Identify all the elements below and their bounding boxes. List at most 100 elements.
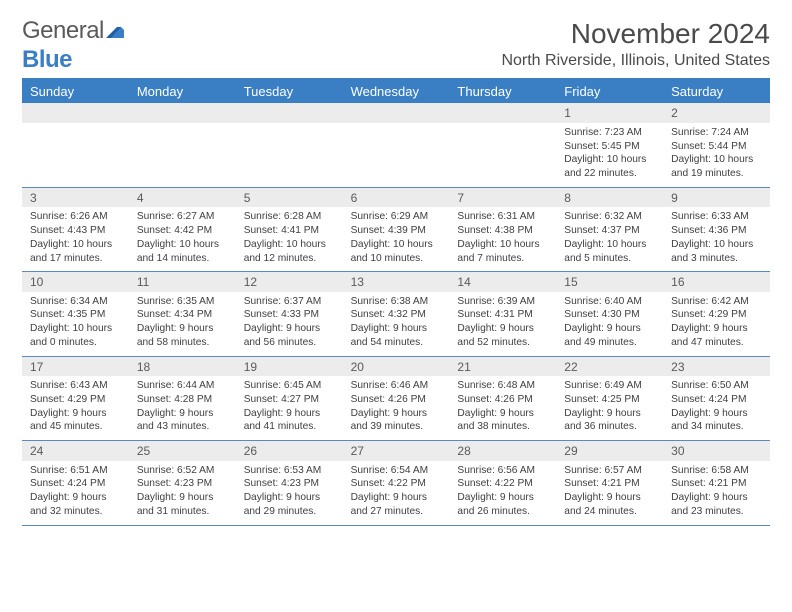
day-details: Sunrise: 6:40 AMSunset: 4:30 PMDaylight:… — [556, 292, 663, 356]
daylight-text: Daylight: 9 hours and 24 minutes. — [564, 491, 655, 519]
day-number — [343, 103, 450, 122]
calendar-cell — [236, 103, 343, 186]
day-details: Sunrise: 6:32 AMSunset: 4:37 PMDaylight:… — [556, 207, 663, 271]
day-details: Sunrise: 6:38 AMSunset: 4:32 PMDaylight:… — [343, 292, 450, 356]
location-text: North Riverside, Illinois, United States — [501, 52, 770, 70]
calendar: Sunday Monday Tuesday Wednesday Thursday… — [22, 78, 770, 525]
daylight-text: Daylight: 9 hours and 52 minutes. — [457, 322, 548, 350]
calendar-cell: 29Sunrise: 6:57 AMSunset: 4:21 PMDayligh… — [556, 441, 663, 524]
daylight-text: Daylight: 10 hours and 3 minutes. — [671, 238, 762, 266]
sunset-text: Sunset: 4:37 PM — [564, 224, 655, 238]
daylight-text: Daylight: 9 hours and 38 minutes. — [457, 407, 548, 435]
sunrise-text: Sunrise: 6:31 AM — [457, 210, 548, 224]
day-details — [129, 123, 236, 132]
sunset-text: Sunset: 4:25 PM — [564, 393, 655, 407]
sunrise-text: Sunrise: 6:43 AM — [30, 379, 121, 393]
day-number: 10 — [22, 272, 129, 291]
calendar-cell: 23Sunrise: 6:50 AMSunset: 4:24 PMDayligh… — [663, 357, 770, 440]
day-details: Sunrise: 6:52 AMSunset: 4:23 PMDaylight:… — [129, 461, 236, 525]
calendar-cell: 26Sunrise: 6:53 AMSunset: 4:23 PMDayligh… — [236, 441, 343, 524]
weekday-label: Tuesday — [236, 80, 343, 103]
day-number: 19 — [236, 357, 343, 376]
calendar-cell — [129, 103, 236, 186]
calendar-cell: 21 Sunrise: 6:48 AMSunset: 4:26 PMDayligh… — [449, 357, 556, 440]
day-number: 28 — [449, 441, 556, 460]
sunrise-text: Sunrise: 6:50 AM — [671, 379, 762, 393]
daylight-text: Daylight: 9 hours and 29 minutes. — [244, 491, 335, 519]
calendar-cell — [343, 103, 450, 186]
day-number: 11 — [129, 272, 236, 291]
calendar-cell: 7Sunrise: 6:31 AMSunset: 4:38 PMDaylight… — [449, 188, 556, 271]
sunset-text: Sunset: 4:26 PM — [457, 393, 548, 407]
sunrise-text: Sunrise: 6:40 AM — [564, 295, 655, 309]
sunset-text: Sunset: 4:41 PM — [244, 224, 335, 238]
day-number: 26 — [236, 441, 343, 460]
sunset-text: Sunset: 4:32 PM — [351, 308, 442, 322]
daylight-text: Daylight: 9 hours and 36 minutes. — [564, 407, 655, 435]
day-details: Sunrise: 6:49 AMSunset: 4:25 PMDaylight:… — [556, 376, 663, 440]
sunrise-text: Sunrise: 6:32 AM — [564, 210, 655, 224]
weekday-label: Sunday — [22, 80, 129, 103]
daylight-text: Daylight: 9 hours and 27 minutes. — [351, 491, 442, 519]
sunrise-text: Sunrise: 6:38 AM — [351, 295, 442, 309]
sunset-text: Sunset: 5:45 PM — [564, 140, 655, 154]
calendar-cell: 25Sunrise: 6:52 AMSunset: 4:23 PMDayligh… — [129, 441, 236, 524]
sunset-text: Sunset: 4:22 PM — [351, 477, 442, 491]
sunset-text: Sunset: 4:30 PM — [564, 308, 655, 322]
day-details — [449, 123, 556, 132]
day-number — [22, 103, 129, 122]
sunrise-text: Sunrise: 6:51 AM — [30, 464, 121, 478]
daylight-text: Daylight: 9 hours and 39 minutes. — [351, 407, 442, 435]
calendar-cell — [22, 103, 129, 186]
daylight-text: Daylight: 10 hours and 22 minutes. — [564, 153, 655, 181]
calendar-cell — [449, 103, 556, 186]
day-details: Sunrise: 6:46 AMSunset: 4:26 PMDaylight:… — [343, 376, 450, 440]
day-details: Sunrise: 6:53 AMSunset: 4:23 PMDaylight:… — [236, 461, 343, 525]
calendar-week: 3Sunrise: 6:26 AMSunset: 4:43 PMDaylight… — [22, 188, 770, 272]
daylight-text: Daylight: 9 hours and 43 minutes. — [137, 407, 228, 435]
daylight-text: Daylight: 10 hours and 0 minutes. — [30, 322, 121, 350]
day-details: Sunrise: 6:51 AMSunset: 4:24 PMDaylight:… — [22, 461, 129, 525]
day-number: 13 — [343, 272, 450, 291]
day-number: 7 — [449, 188, 556, 207]
daylight-text: Daylight: 9 hours and 23 minutes. — [671, 491, 762, 519]
calendar-cell: 18Sunrise: 6:44 AMSunset: 4:28 PMDayligh… — [129, 357, 236, 440]
day-number: 22 — [556, 357, 663, 376]
daylight-text: Daylight: 9 hours and 34 minutes. — [671, 407, 762, 435]
day-details: Sunrise: 6:43 AMSunset: 4:29 PMDaylight:… — [22, 376, 129, 440]
day-number: 24 — [22, 441, 129, 460]
day-number — [129, 103, 236, 122]
day-number: 8 — [556, 188, 663, 207]
calendar-cell: 15Sunrise: 6:40 AMSunset: 4:30 PMDayligh… — [556, 272, 663, 355]
day-details: Sunrise: 6:54 AMSunset: 4:22 PMDaylight:… — [343, 461, 450, 525]
day-details: Sunrise: 6:39 AMSunset: 4:31 PMDaylight:… — [449, 292, 556, 356]
sunrise-text: Sunrise: 6:27 AM — [137, 210, 228, 224]
logo-word1: General — [22, 17, 104, 44]
sunrise-text: Sunrise: 6:29 AM — [351, 210, 442, 224]
sunset-text: Sunset: 4:43 PM — [30, 224, 121, 238]
sunset-text: Sunset: 4:24 PM — [30, 477, 121, 491]
daylight-text: Daylight: 10 hours and 17 minutes. — [30, 238, 121, 266]
day-number: 15 — [556, 272, 663, 291]
calendar-week: 17Sunrise: 6:43 AMSunset: 4:29 PMDayligh… — [22, 357, 770, 441]
calendar-cell: 9Sunrise: 6:33 AMSunset: 4:36 PMDaylight… — [663, 188, 770, 271]
day-number: 21 — [449, 357, 556, 376]
daylight-text: Daylight: 10 hours and 5 minutes. — [564, 238, 655, 266]
sunset-text: Sunset: 4:29 PM — [671, 308, 762, 322]
sunset-text: Sunset: 4:39 PM — [351, 224, 442, 238]
sunrise-text: Sunrise: 6:42 AM — [671, 295, 762, 309]
calendar-cell: 17Sunrise: 6:43 AMSunset: 4:29 PMDayligh… — [22, 357, 129, 440]
daylight-text: Daylight: 10 hours and 10 minutes. — [351, 238, 442, 266]
calendar-cell: 3Sunrise: 6:26 AMSunset: 4:43 PMDaylight… — [22, 188, 129, 271]
calendar-cell: 20Sunrise: 6:46 AMSunset: 4:26 PMDayligh… — [343, 357, 450, 440]
calendar-cell: 24Sunrise: 6:51 AMSunset: 4:24 PMDayligh… — [22, 441, 129, 524]
day-details: Sunrise: 7:24 AMSunset: 5:44 PMDaylight:… — [663, 123, 770, 187]
sunrise-text: Sunrise: 7:24 AM — [671, 126, 762, 140]
sunrise-text: Sunrise: 6:48 AM — [457, 379, 548, 393]
logo: GeneralBlue — [22, 18, 124, 72]
day-number: 20 — [343, 357, 450, 376]
day-details: Sunrise: 6:33 AMSunset: 4:36 PMDaylight:… — [663, 207, 770, 271]
daylight-text: Daylight: 9 hours and 32 minutes. — [30, 491, 121, 519]
sunrise-text: Sunrise: 6:44 AM — [137, 379, 228, 393]
daylight-text: Daylight: 9 hours and 45 minutes. — [30, 407, 121, 435]
